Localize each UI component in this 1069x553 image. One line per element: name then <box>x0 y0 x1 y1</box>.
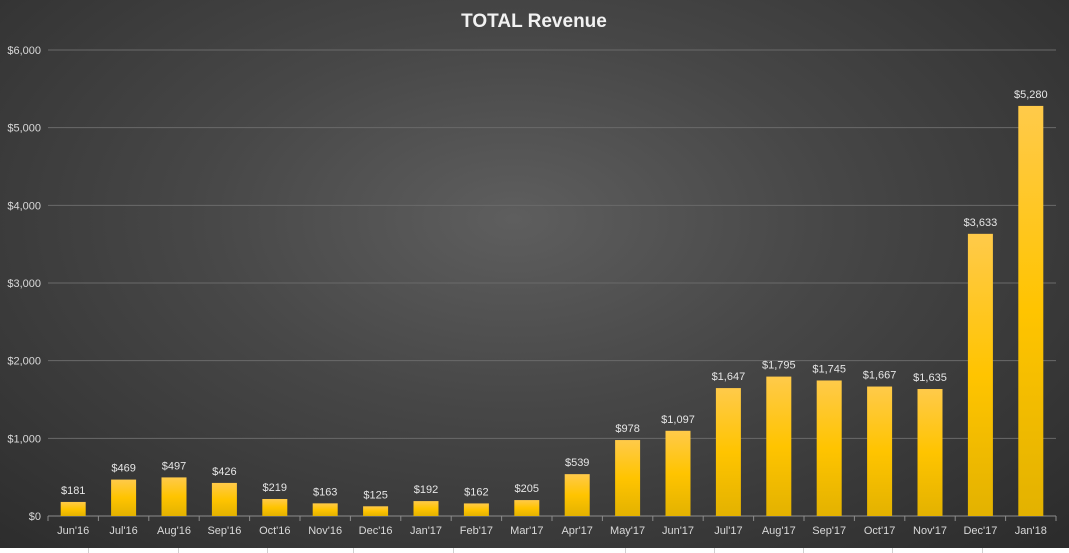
x-tick-label: Apr'17 <box>561 525 592 537</box>
data-label: $125 <box>363 489 387 501</box>
data-label: $1,097 <box>661 414 695 426</box>
y-tick-label: $0 <box>29 511 41 523</box>
cell-gridline <box>88 548 89 553</box>
bar-Aug-17 <box>766 376 792 516</box>
data-label: $426 <box>212 466 236 478</box>
cell-gridline <box>892 548 893 553</box>
bar-Aug-16 <box>161 477 187 516</box>
bar-Oct-16 <box>262 498 288 516</box>
bar-Oct-17 <box>867 386 893 516</box>
x-tick-label: Feb'17 <box>460 525 493 537</box>
x-tick-label: Sep'16 <box>207 525 241 537</box>
cell-gridline <box>353 548 354 553</box>
data-label: $5,280 <box>1014 89 1048 101</box>
data-label: $181 <box>61 485 85 497</box>
bar-Nov-17 <box>917 389 943 516</box>
x-tick-label: Aug'17 <box>762 525 796 537</box>
data-label: $978 <box>615 423 639 435</box>
bar-Sep-17 <box>816 380 842 516</box>
data-label: $163 <box>313 486 337 498</box>
cell-gridline <box>714 548 715 553</box>
y-tick-label: $4,000 <box>7 200 41 212</box>
data-label: $1,635 <box>913 372 947 384</box>
x-tick-label: Jan'17 <box>410 525 442 537</box>
y-tick-label: $5,000 <box>7 123 41 135</box>
bar-Feb-17 <box>463 503 489 516</box>
chart-title: TOTAL Revenue <box>461 11 607 32</box>
x-tick-label: Jun'17 <box>662 525 694 537</box>
bar-Dec-17 <box>967 233 993 516</box>
bar-Dec-16 <box>363 506 389 516</box>
bar-Jun-17 <box>665 430 691 516</box>
x-tick-label: Nov'17 <box>913 525 947 537</box>
cell-gridline <box>453 548 454 553</box>
y-tick-label: $6,000 <box>7 45 41 57</box>
cell-gridline <box>982 548 983 553</box>
data-label: $1,647 <box>712 371 746 383</box>
bar-Mar-17 <box>514 500 540 516</box>
bar-Jul-17 <box>715 388 741 516</box>
x-tick-label: Aug'16 <box>157 525 191 537</box>
data-label: $1,795 <box>762 360 796 372</box>
x-tick-label: Sep'17 <box>812 525 846 537</box>
x-tick-label: Jul'16 <box>109 525 137 537</box>
data-label: $192 <box>414 484 438 496</box>
y-tick-label: $1,000 <box>7 433 41 445</box>
cell-gridline <box>178 548 179 553</box>
x-tick-label: Oct'16 <box>259 525 290 537</box>
cell-gridline <box>625 548 626 553</box>
data-label: $469 <box>111 463 135 475</box>
x-tick-label: Jul'17 <box>714 525 742 537</box>
bar-May-17 <box>615 440 641 516</box>
data-label: $497 <box>162 460 186 472</box>
data-label: $162 <box>464 486 488 498</box>
data-label: $3,633 <box>964 217 998 229</box>
x-tick-label: Dec'16 <box>359 525 393 537</box>
bar-Jan-17 <box>413 501 439 516</box>
bar-Nov-16 <box>312 503 338 516</box>
bar-Jul-16 <box>111 479 137 516</box>
y-tick-label: $2,000 <box>7 356 41 368</box>
x-tick-label: Nov'16 <box>308 525 342 537</box>
x-tick-label: Dec'17 <box>963 525 997 537</box>
bar-Jan-18 <box>1018 105 1044 517</box>
data-label: $1,745 <box>812 363 846 375</box>
x-tick-label: Jan'18 <box>1015 525 1047 537</box>
x-tick-label: Jun'16 <box>57 525 89 537</box>
bar-Apr-17 <box>564 474 590 516</box>
x-tick-label: May'17 <box>610 525 645 537</box>
x-tick-label: Oct'17 <box>864 525 895 537</box>
y-tick-label: $3,000 <box>7 278 41 290</box>
data-label: $539 <box>565 457 589 469</box>
data-label: $205 <box>515 483 539 495</box>
bar-Jun-16 <box>60 501 86 516</box>
x-tick-label: Mar'17 <box>510 525 543 537</box>
data-label: $219 <box>263 482 287 494</box>
bar-Sep-16 <box>211 482 237 516</box>
cell-gridline <box>267 548 268 553</box>
data-label: $1,667 <box>863 370 897 382</box>
cell-gridline <box>803 548 804 553</box>
